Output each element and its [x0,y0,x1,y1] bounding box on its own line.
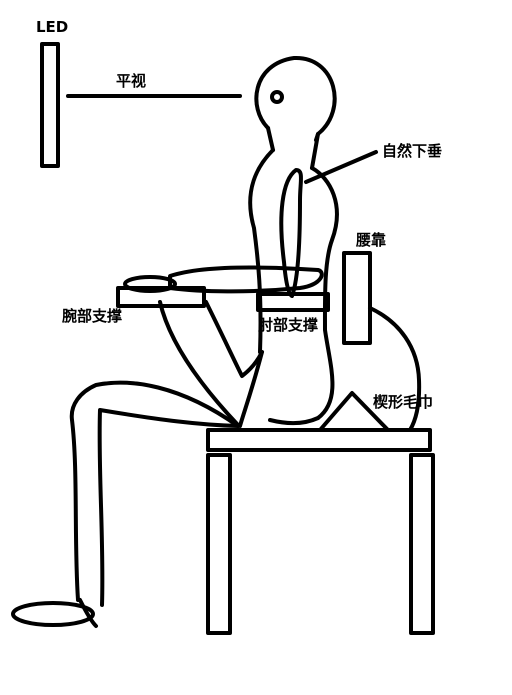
desk-curve-right [204,300,264,378]
hip-line [238,350,264,428]
foot [11,601,95,627]
thigh-and-shin-back [97,408,240,607]
lumbar-support [342,251,372,345]
stool-leg-right [409,453,435,635]
forearm [168,265,324,294]
led-panel [40,42,60,168]
thigh-and-shin-front [69,380,240,602]
natural-hang-pointer [304,150,378,184]
lumbar-support-label: 腰靠 [356,231,387,249]
wrist-support-label: 腕部支撑 [62,307,123,325]
elbow-support [256,292,330,312]
wrist-support [116,286,206,308]
stool-seat [206,428,432,452]
buttock [268,416,320,426]
hand [123,275,177,293]
desk-curve-left [158,300,240,427]
stool-leg-left [206,453,232,635]
elbow-support-label: 肘部支撑 [258,316,319,334]
torso-back [310,166,339,420]
eye-level-label: 平视 [116,72,147,90]
upper-arm [279,168,303,298]
wedge-towel-label: 楔形毛巾 [373,393,434,411]
eye [270,90,284,104]
ankle [78,598,98,628]
neck [266,126,320,170]
natural-hang-label: 自然下垂 [382,142,443,160]
head [254,55,337,142]
led-label: LED [36,18,69,36]
lumbar-support-strap [368,306,422,432]
